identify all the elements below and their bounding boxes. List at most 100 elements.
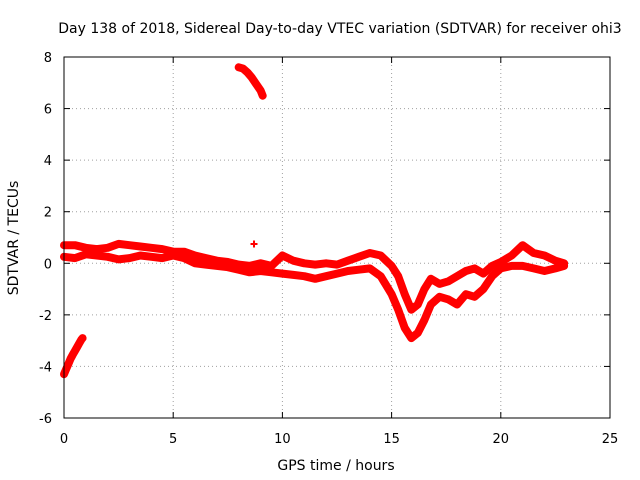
data-point (191, 259, 199, 267)
data-point (508, 262, 516, 270)
data-point (488, 262, 496, 270)
data-point (388, 262, 396, 270)
data-point (427, 301, 435, 309)
data-point (64, 360, 72, 368)
data-point (436, 280, 444, 288)
data-point (191, 252, 199, 260)
data-point (257, 267, 265, 275)
data-point (436, 293, 444, 301)
data-point (471, 264, 479, 272)
series-high-arc (234, 63, 267, 100)
data-point (462, 267, 470, 275)
y-tick-label: 8 (44, 51, 52, 66)
data-point (479, 285, 487, 293)
data-point (508, 252, 516, 260)
y-axis-label: SDTVAR / TECUs (6, 181, 22, 296)
chart-title: Day 138 of 2018, Sidereal Day-to-day VTE… (58, 21, 621, 37)
data-point (471, 293, 479, 301)
data-point (104, 253, 112, 261)
data-point (530, 249, 538, 257)
data-point (93, 252, 101, 260)
data-point (278, 252, 286, 260)
data-point (239, 65, 247, 73)
data-point (377, 252, 385, 260)
data-point (71, 254, 79, 262)
data-point (300, 259, 308, 267)
data-point (519, 262, 527, 270)
data-point (322, 272, 330, 280)
data-point (73, 343, 81, 351)
data-point (333, 270, 341, 278)
data-point (407, 334, 415, 342)
x-tick-label: 20 (493, 432, 510, 447)
data-point (104, 244, 112, 252)
data-point (257, 87, 265, 95)
data-point (147, 253, 155, 261)
data-point (388, 290, 396, 298)
x-tick-label: 5 (169, 432, 177, 447)
data-point (252, 80, 260, 88)
data-point (248, 74, 256, 82)
data-point (259, 92, 267, 100)
data-point (71, 241, 79, 249)
y-tick-label: 2 (44, 206, 52, 221)
data-point (551, 264, 559, 272)
data-point (355, 253, 363, 261)
series-isolated (250, 240, 258, 248)
data-point (560, 262, 568, 270)
data-point (126, 254, 134, 262)
data-point (300, 272, 308, 280)
data-point (394, 306, 402, 314)
data-point (394, 272, 402, 280)
data-point (158, 245, 166, 253)
data-point (126, 241, 134, 249)
x-tick-label: 0 (60, 432, 68, 447)
data-point (344, 267, 352, 275)
data-point (69, 351, 77, 359)
data-point (420, 316, 428, 324)
data-point (71, 347, 79, 355)
data-point (414, 301, 422, 309)
y-tick-label: -4 (39, 360, 52, 375)
data-point (278, 270, 286, 278)
data-point (401, 290, 409, 298)
data-point (180, 254, 188, 262)
data-point (169, 252, 177, 260)
data-point (322, 259, 330, 267)
y-tick-label: 6 (44, 103, 52, 118)
data-point (250, 240, 258, 248)
data-point (235, 63, 243, 71)
series-band (60, 334, 87, 379)
y-tick-label: -2 (39, 309, 52, 324)
data-point (243, 68, 251, 76)
data-point (79, 334, 87, 342)
data-point (213, 262, 221, 270)
data-point (497, 264, 505, 272)
data-point (479, 270, 487, 278)
data-point (540, 267, 548, 275)
data-point (202, 261, 210, 269)
data-point (235, 266, 243, 274)
series-main-lower (60, 250, 569, 343)
data-point (427, 275, 435, 283)
data-point (311, 261, 319, 269)
series-main-upper (60, 239, 569, 314)
data-point (289, 257, 297, 265)
data-point (462, 290, 470, 298)
data-point (401, 324, 409, 332)
data-point (93, 245, 101, 253)
data-point (115, 240, 123, 248)
data-marks (60, 63, 569, 379)
data-point (267, 262, 275, 270)
data-point (311, 275, 319, 283)
y-tick-label: 0 (44, 257, 52, 272)
data-point (366, 249, 374, 257)
data-point (289, 271, 297, 279)
data-point (540, 252, 548, 260)
data-point (158, 254, 166, 262)
data-point (136, 243, 144, 251)
data-point (453, 272, 461, 280)
y-tick-label: -6 (39, 412, 52, 427)
